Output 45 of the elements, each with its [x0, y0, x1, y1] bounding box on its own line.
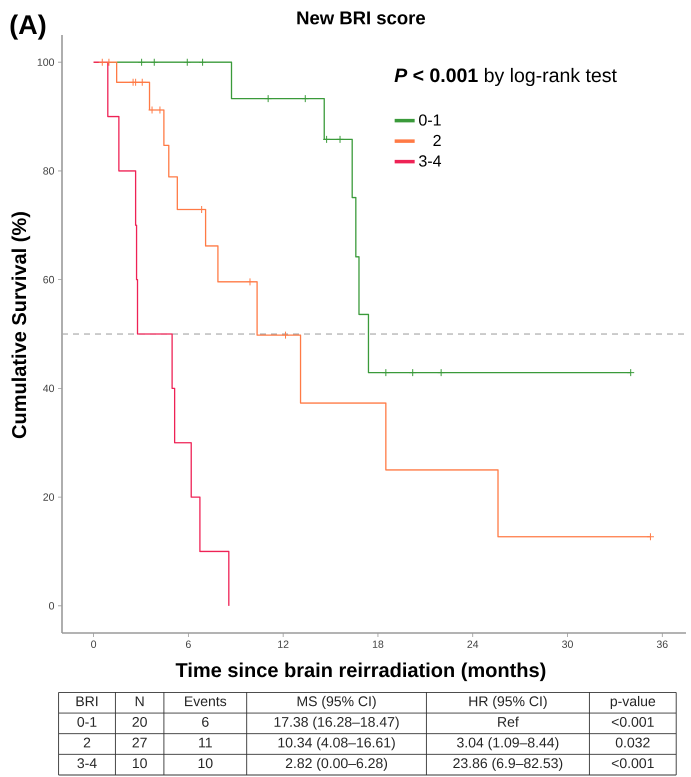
- text: P < 0.001 by log-rank test: [394, 68, 617, 86]
- text: 10.34 (4.08–16.61): [278, 737, 395, 750]
- text: 17.38 (16.28–18.47): [274, 716, 399, 730]
- y-tick-label: 0: [49, 602, 54, 610]
- text: 0-1: [77, 716, 96, 727]
- y-tick-label: 60: [43, 276, 54, 284]
- text: 3.04 (1.09–8.44): [457, 737, 558, 750]
- y-axis-title: Cumulative Survival (%): [12, 212, 30, 438]
- y-tick-label: 20: [43, 493, 54, 501]
- text: 27: [132, 738, 147, 748]
- legend-label: 0-1: [419, 114, 441, 126]
- text: 23.86 (6.9–82.53): [453, 758, 562, 771]
- text: p-value: [610, 696, 656, 709]
- text: Events: [185, 696, 226, 706]
- y-tick-label: 100: [38, 58, 54, 66]
- x-tick-label: 18: [372, 640, 384, 648]
- text: MS (95% CI): [298, 696, 376, 709]
- text: 10: [198, 758, 213, 768]
- x-tick-label: 36: [656, 640, 668, 648]
- text: BRI: [76, 696, 98, 706]
- legend-label: 2: [433, 134, 441, 146]
- text: 2.82 (0.00–6.28): [286, 758, 388, 771]
- x-axis-title: Time since brain reirradiation (months): [176, 662, 546, 682]
- y-tick-label: 40: [43, 384, 54, 392]
- x-tick-label: 0: [91, 640, 96, 648]
- x-tick-label: 12: [278, 640, 288, 648]
- text: N: [136, 696, 144, 706]
- x-tick-label: 6: [186, 640, 191, 648]
- text: (A): [10, 14, 46, 40]
- text: 0.032: [616, 738, 650, 748]
- text: <0.001: [612, 716, 654, 727]
- text: Ref: [498, 716, 519, 727]
- text: 3-4: [77, 758, 97, 768]
- legend-label: 3-4: [419, 155, 442, 167]
- text: HR (95% CI): [469, 696, 547, 709]
- text: 10: [132, 758, 147, 768]
- text: 6: [202, 716, 209, 727]
- x-tick-label: 24: [467, 640, 478, 648]
- text: 2: [84, 738, 90, 748]
- y-tick-label: 80: [43, 167, 54, 175]
- chart-title: New BRI score: [297, 11, 426, 24]
- text: 11: [199, 738, 212, 748]
- text: 20: [132, 716, 147, 727]
- x-tick-label: 30: [562, 640, 573, 648]
- text: <0.001: [612, 758, 654, 768]
